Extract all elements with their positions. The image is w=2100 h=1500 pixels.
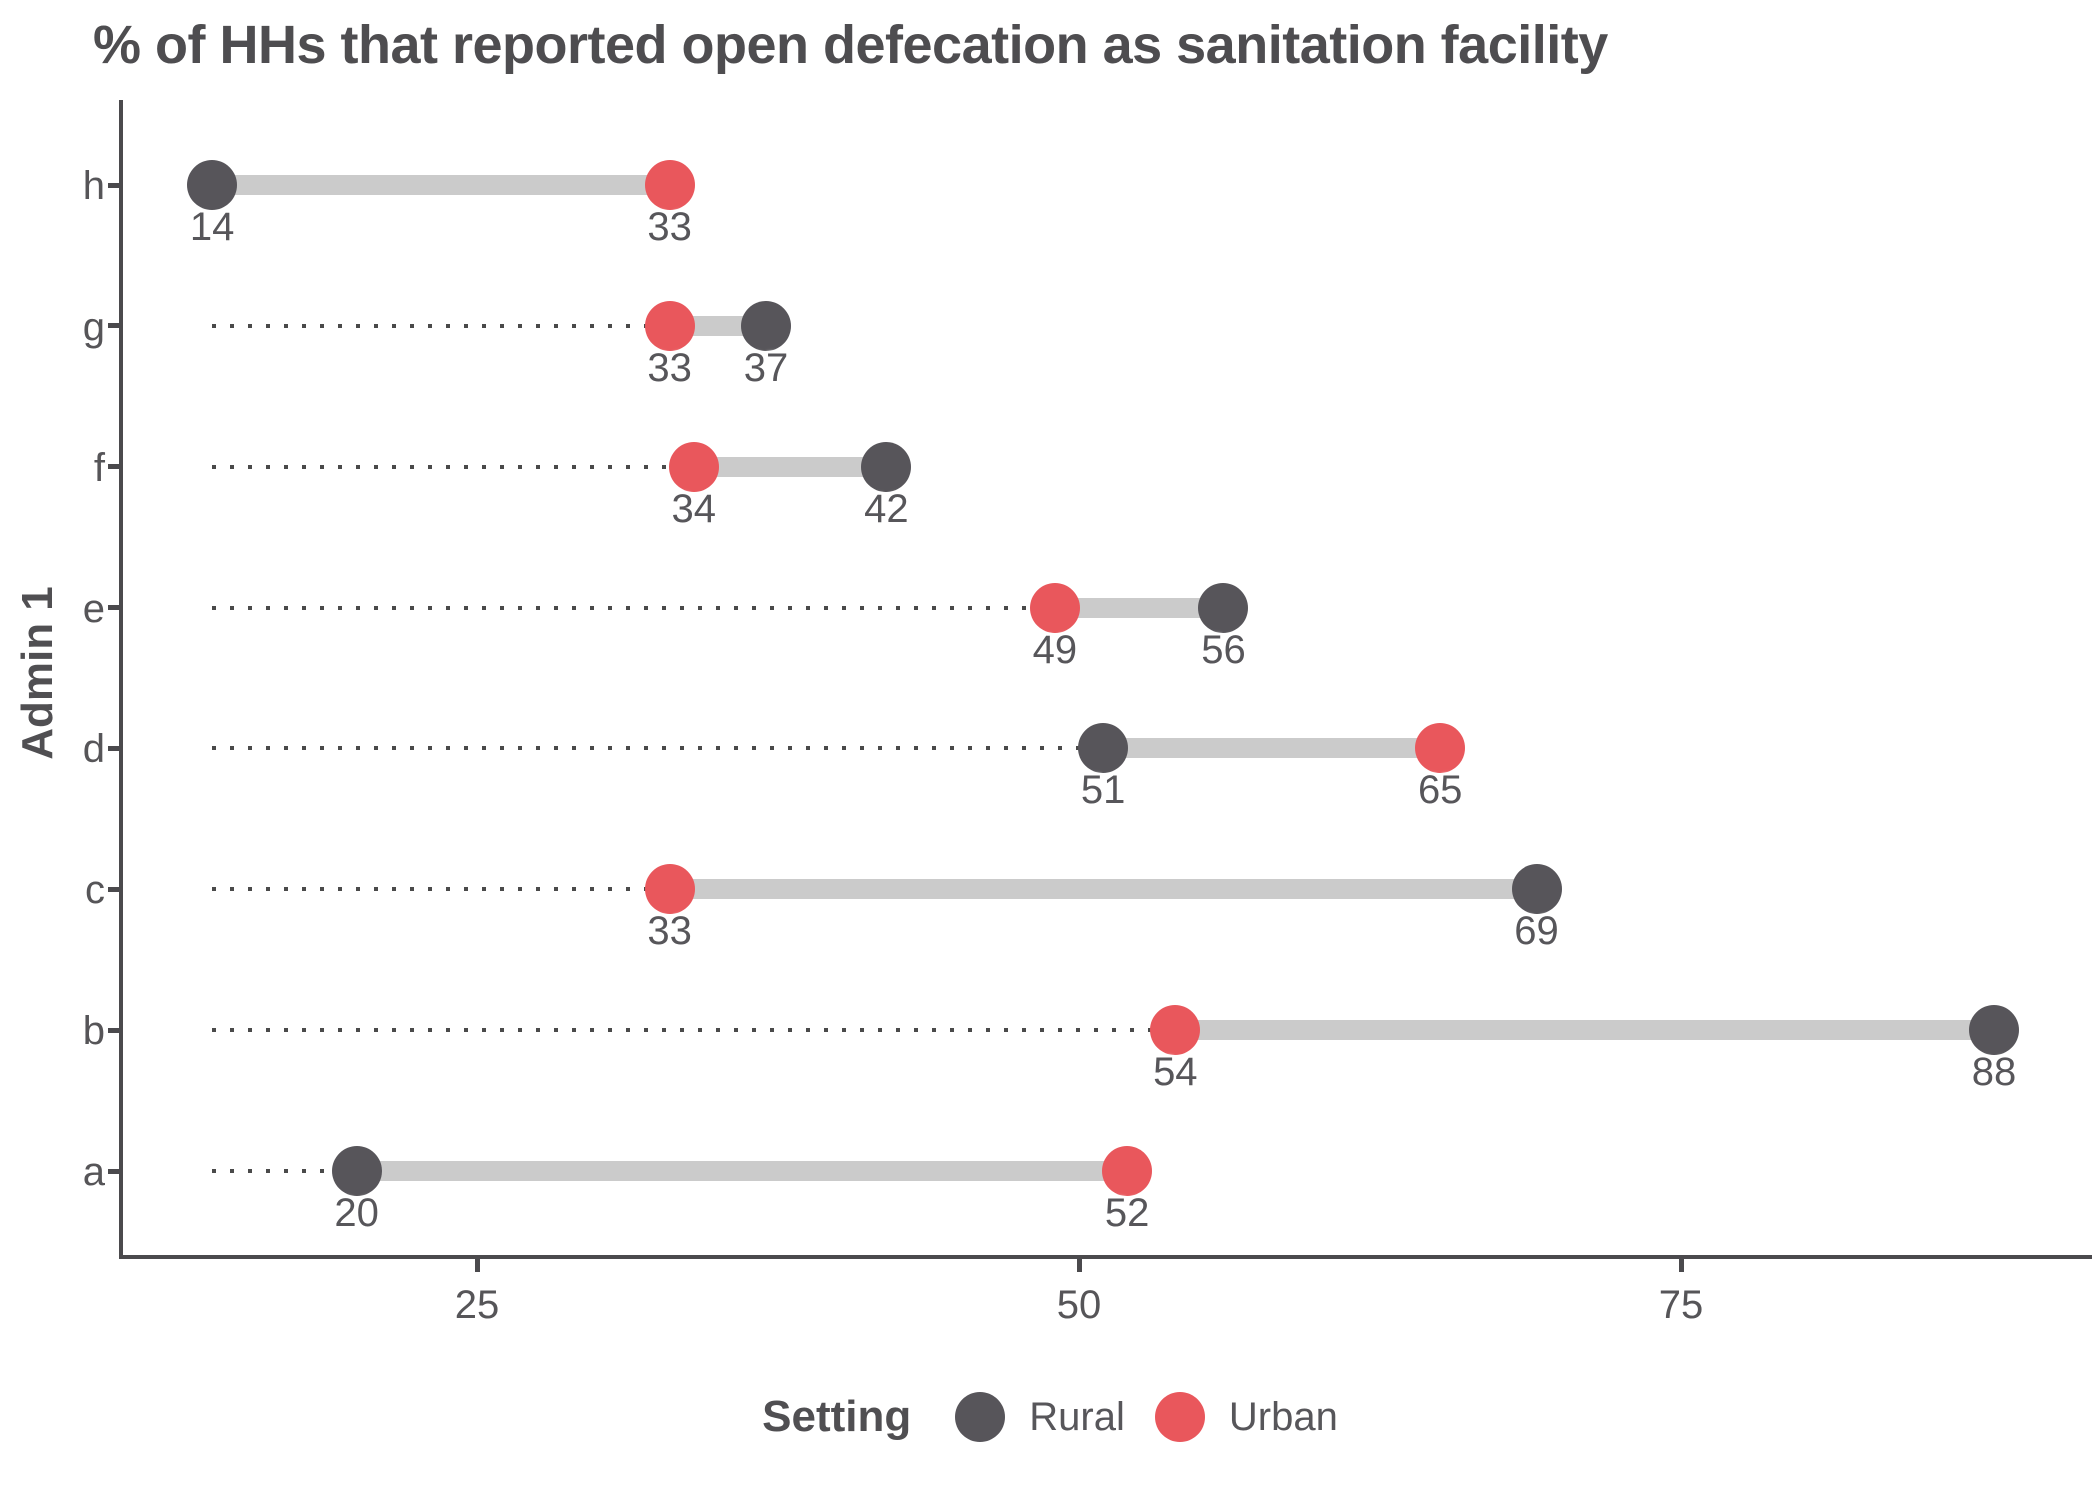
rural-point (187, 160, 238, 210)
x-tick-mark (475, 1259, 480, 1272)
y-tick-mark (108, 745, 119, 751)
leader-dotted-line (212, 887, 670, 892)
leader-dotted-line (212, 1028, 1176, 1033)
rural-point (1969, 1005, 2020, 1056)
legend: Setting Rural Urban (0, 1392, 2100, 1442)
y-category-label: d (82, 727, 105, 772)
rural-point (740, 300, 791, 351)
rural-legend-dot-icon (955, 1392, 1006, 1442)
legend-title: Setting (762, 1392, 912, 1441)
y-axis-line (119, 100, 123, 1259)
urban-value-label: 52 (1104, 1191, 1150, 1236)
x-tick-label: 50 (1056, 1283, 1102, 1327)
chart-title: % of HHs that reported open defecation a… (93, 15, 1608, 75)
x-tick-mark (1077, 1259, 1082, 1272)
rural-value-label: 20 (334, 1191, 379, 1236)
urban-legend-dot-icon (1154, 1392, 1205, 1442)
rural-point (1511, 864, 1562, 915)
connector-bar (212, 175, 670, 195)
connector-bar (693, 456, 887, 477)
urban-point (1415, 723, 1466, 774)
urban-value-label: 49 (1032, 627, 1078, 672)
y-tick-mark (108, 1168, 119, 1174)
urban-value-label: 54 (1153, 1050, 1198, 1095)
urban-point (644, 300, 695, 351)
leader-dotted-line (212, 323, 670, 328)
rural-point (1198, 582, 1249, 633)
urban-point (644, 864, 695, 915)
y-category-label: f (93, 445, 105, 490)
y-tick-mark (108, 464, 119, 470)
y-category-label: g (82, 304, 105, 349)
y-tick-mark (108, 886, 119, 892)
rural-value-label: 37 (743, 345, 789, 390)
connector-bar (1054, 597, 1224, 618)
urban-point (644, 160, 695, 210)
x-tick-mark (1679, 1259, 1684, 1272)
rural-value-label: 42 (864, 486, 909, 531)
urban-point (1029, 582, 1080, 633)
y-tick-mark (108, 1027, 119, 1033)
y-category-label: a (82, 1150, 105, 1195)
legend-label-urban: Urban (1228, 1394, 1338, 1439)
connector-bar (669, 879, 1537, 900)
rural-value-label: 14 (189, 205, 235, 249)
y-tick-mark (108, 605, 119, 611)
connector-bar (1103, 738, 1441, 759)
rural-value-label: 69 (1514, 909, 1559, 954)
rural-value-label: 88 (1971, 1050, 2017, 1095)
leader-dotted-line (212, 605, 1055, 610)
connector-bar (356, 1161, 1128, 1182)
y-tick-mark (108, 323, 119, 329)
urban-value-label: 33 (647, 205, 692, 249)
y-category-label: e (82, 586, 105, 631)
x-tick-label: 25 (454, 1283, 500, 1327)
rural-point (331, 1146, 382, 1197)
y-tick-mark (108, 182, 119, 188)
leader-dotted-line (212, 746, 1104, 751)
urban-point (1150, 1005, 1201, 1056)
urban-value-label: 33 (647, 345, 692, 390)
y-category-label: b (82, 1009, 105, 1054)
urban-point (1102, 1146, 1153, 1197)
rural-point (1078, 723, 1129, 774)
y-category-label: h (82, 164, 105, 208)
x-tick-label: 75 (1658, 1283, 1704, 1327)
x-axis-line (119, 1255, 2092, 1259)
connector-bar (1175, 1020, 1995, 1041)
urban-value-label: 65 (1417, 768, 1463, 813)
urban-point (668, 441, 719, 492)
rural-value-label: 56 (1201, 627, 1246, 672)
urban-value-label: 34 (671, 486, 716, 531)
rural-point (861, 441, 912, 492)
y-category-label: c (85, 868, 105, 913)
rural-value-label: 51 (1080, 768, 1126, 813)
urban-value-label: 33 (647, 909, 692, 954)
legend-label-rural: Rural (1029, 1394, 1125, 1439)
leader-dotted-line (212, 464, 694, 469)
leader-dotted-line (212, 1169, 357, 1174)
